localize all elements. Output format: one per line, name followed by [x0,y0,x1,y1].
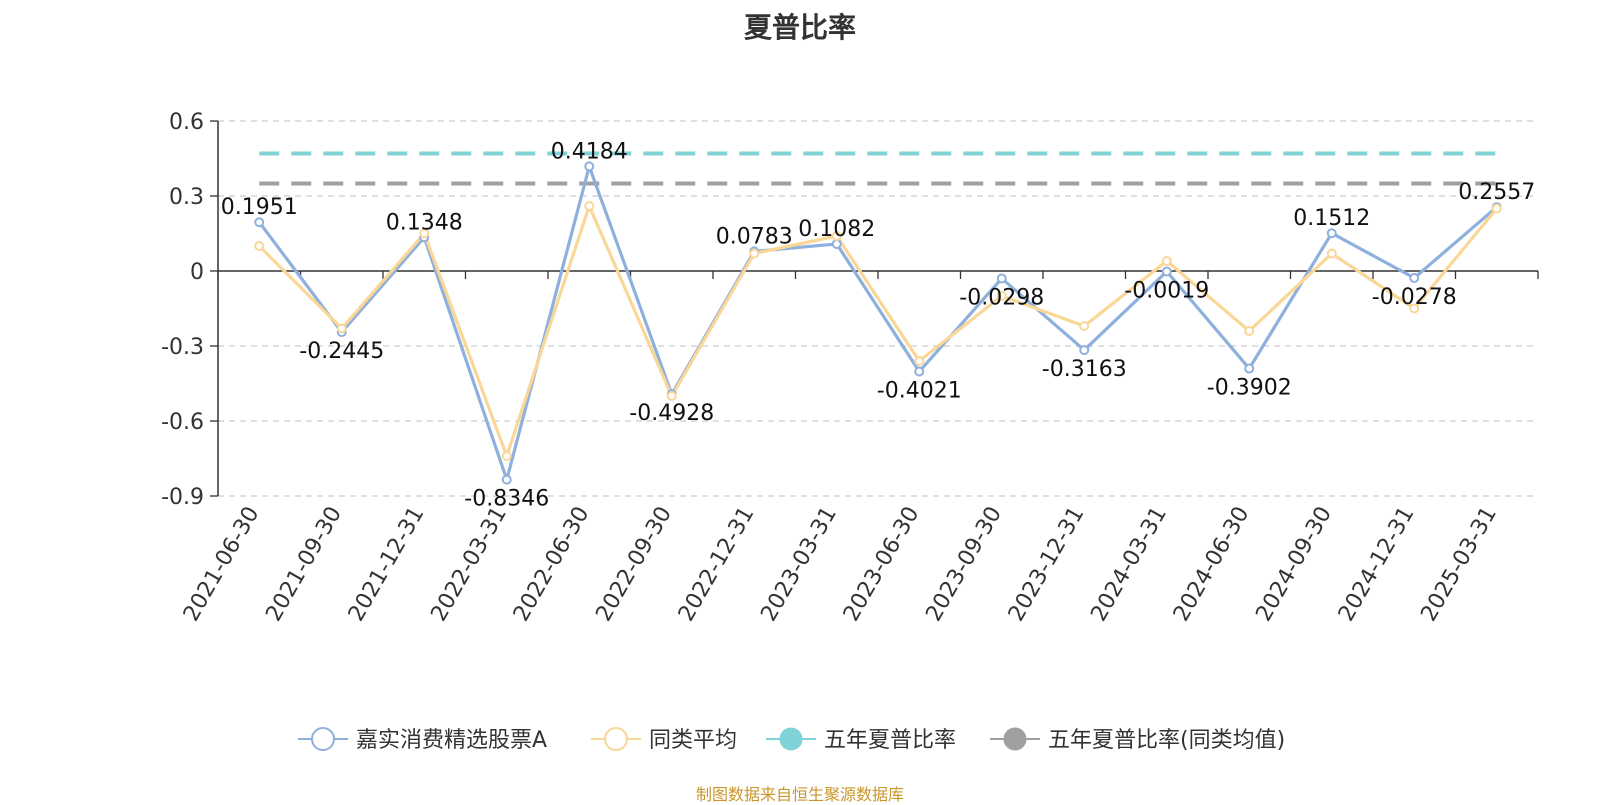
x-tick-label: 2025-03-31 [1416,503,1502,626]
x-tick-label: 2023-12-31 [1004,503,1090,626]
data-label: 0.1512 [1293,206,1370,231]
chart-title: 夏普比率 [743,11,856,44]
data-point [914,356,925,366]
x-tick-label: 2024-03-31 [1086,503,1172,626]
data-label: 0.1951 [221,195,298,220]
data-point [666,391,677,401]
legend-marker [604,727,628,751]
data-point [749,248,760,259]
data-label: -0.3902 [1207,376,1292,401]
data-point [831,231,842,241]
legend-label: 嘉实消费精选股票A [356,728,547,753]
data-label: 0.0783 [716,224,793,249]
data-label: 0.1348 [386,210,463,235]
x-tick-label: 2024-12-31 [1334,503,1420,626]
x-tick-label: 2024-06-30 [1169,503,1255,626]
reference-lines [259,151,1497,186]
data-point [254,217,265,228]
y-tick-label: 0.3 [169,185,204,210]
axes: 0.60.30-0.3-0.6-0.92021-06-302021-09-302… [161,110,1539,626]
x-tick-label: 2023-06-30 [839,503,925,626]
y-tick-label: -0.3 [161,335,204,360]
y-tick-label: 0.6 [169,110,204,135]
grid-lines [218,120,1538,497]
source-note: 制图数据来自恒生聚源数据库 [695,785,904,804]
data-label: 0.4184 [551,139,628,164]
data-point [914,366,925,377]
data-point [1079,321,1090,331]
data-label: -0.0278 [1372,285,1457,310]
data-point [1409,303,1420,314]
data-point [1491,203,1502,214]
legend-marker [311,727,335,751]
data-point [1409,272,1420,283]
series-line-1 [258,204,1498,458]
data-point [584,161,595,172]
data-point [1244,326,1255,336]
x-tick-label: 2021-06-30 [179,503,265,626]
data-point [254,241,265,251]
y-tick-label: 0 [190,260,204,285]
data-label: -0.2445 [299,339,384,364]
data-point [1079,345,1090,356]
data-point [501,474,512,485]
data-label: -0.4021 [877,379,962,404]
data-label: -0.0019 [1124,278,1209,303]
data-point [996,273,1007,284]
data-point [1161,256,1172,266]
data-point [584,201,595,211]
series-points [254,161,1502,485]
data-labels: 0.1951 -0.2445 0.1348 -0.8346 0.4184 -0.4928 0… [221,139,1535,511]
data-label: -0.3163 [1042,357,1127,382]
x-tick-label: 2023-09-30 [921,503,1007,626]
legend: 嘉实消费精选股票A 同类平均 五年夏普比率 五年夏普比率(同类均值) [298,727,1285,753]
x-tick-label: 2022-03-31 [426,503,512,626]
series-line-0 [257,164,1498,482]
legend-marker [1003,727,1027,751]
data-label: -0.0298 [959,285,1044,310]
x-tick-label: 2022-06-30 [509,503,595,626]
data-point [996,291,1007,301]
data-label: 0.2557 [1458,180,1535,205]
data-label: -0.4928 [629,401,714,426]
x-tick-label: 2022-09-30 [591,503,677,626]
legend-label: 五年夏普比率 [824,728,956,753]
legend-marker [779,727,803,751]
legend-label: 五年夏普比率(同类均值) [1048,728,1285,753]
data-point [1326,228,1337,239]
data-point [336,323,347,334]
data-point [1161,266,1172,277]
series-lines [257,164,1498,482]
data-point [501,451,512,461]
x-tick-label: 2024-09-30 [1251,503,1337,626]
data-label: 0.1082 [798,217,875,242]
data-point [419,228,430,239]
y-tick-label: -0.6 [161,410,204,435]
data-point [1244,363,1255,374]
x-tick-label: 2021-09-30 [261,503,347,626]
y-tick-label: -0.9 [161,485,204,510]
legend-label: 同类平均 [649,728,737,753]
data-label: -0.8346 [464,487,549,512]
x-tick-label: 2022-12-31 [674,503,760,626]
data-point [1326,248,1337,259]
x-tick-label: 2021-12-31 [344,503,430,626]
x-tick-label: 2023-03-31 [756,503,842,626]
